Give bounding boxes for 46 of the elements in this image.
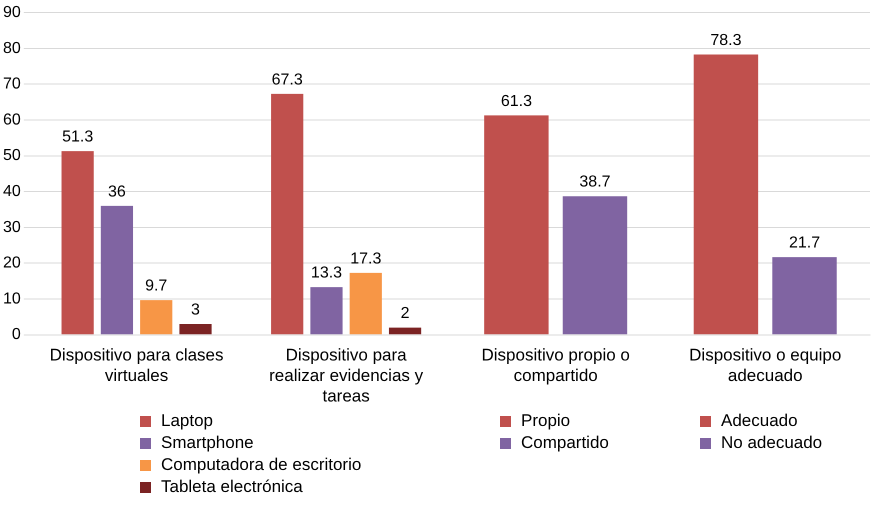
data-label: 38.7 xyxy=(579,174,611,191)
y-tick-label: 90 xyxy=(3,4,21,22)
bar xyxy=(350,272,382,334)
data-label: 3 xyxy=(191,301,200,318)
legend-label: Computadora de escritorio xyxy=(161,455,362,475)
data-label: 78.3 xyxy=(710,32,742,49)
data-label: 61.3 xyxy=(500,92,532,110)
y-tick-label: 70 xyxy=(3,76,21,93)
legend-label: Propio xyxy=(521,411,570,431)
data-label: 2 xyxy=(400,305,410,322)
y-tick-label: 30 xyxy=(3,218,21,236)
bar xyxy=(100,206,134,334)
bar xyxy=(388,328,422,334)
data-label: 51.3 xyxy=(62,128,94,146)
x-tick-label: Dispositivo propio o compartido xyxy=(481,346,630,386)
bar xyxy=(484,115,549,334)
bar xyxy=(179,324,212,334)
bar xyxy=(62,151,94,334)
y-tick-label: 50 xyxy=(3,147,21,164)
x-tick-label: Dispositivo o equipo adecuado xyxy=(689,346,842,386)
bar xyxy=(772,257,837,334)
legend-label: Adecuado xyxy=(721,411,798,431)
data-label: 13.3 xyxy=(310,264,342,282)
bar xyxy=(140,300,172,334)
data-label: 36 xyxy=(108,183,126,200)
legend-label: Smartphone xyxy=(161,433,254,453)
bar xyxy=(271,94,304,334)
data-label: 67.3 xyxy=(272,71,303,88)
legend-label: No adecuado xyxy=(721,433,822,453)
data-label: 9.7 xyxy=(145,277,168,294)
data-label: 17.3 xyxy=(350,250,382,268)
legend-label: Laptop xyxy=(161,411,213,431)
bar xyxy=(694,54,758,334)
legend-label: Tableta electrónica xyxy=(161,477,303,497)
y-tick-label: 0 xyxy=(12,326,21,344)
x-tick-label: Dispositivo para clases virtuales xyxy=(50,346,224,386)
y-tick-label: 60 xyxy=(3,111,21,128)
legend-label: Compartido xyxy=(521,433,609,453)
y-tick-label: 40 xyxy=(3,183,21,200)
y-tick-label: 80 xyxy=(3,40,21,57)
data-label: 21.7 xyxy=(788,234,820,252)
x-tick-label: Dispositivo para realizar evidencias y tareas xyxy=(269,346,424,406)
bar xyxy=(310,287,343,334)
bar xyxy=(562,196,628,334)
y-tick-label: 20 xyxy=(3,254,21,272)
y-tick-label: 10 xyxy=(3,290,21,308)
